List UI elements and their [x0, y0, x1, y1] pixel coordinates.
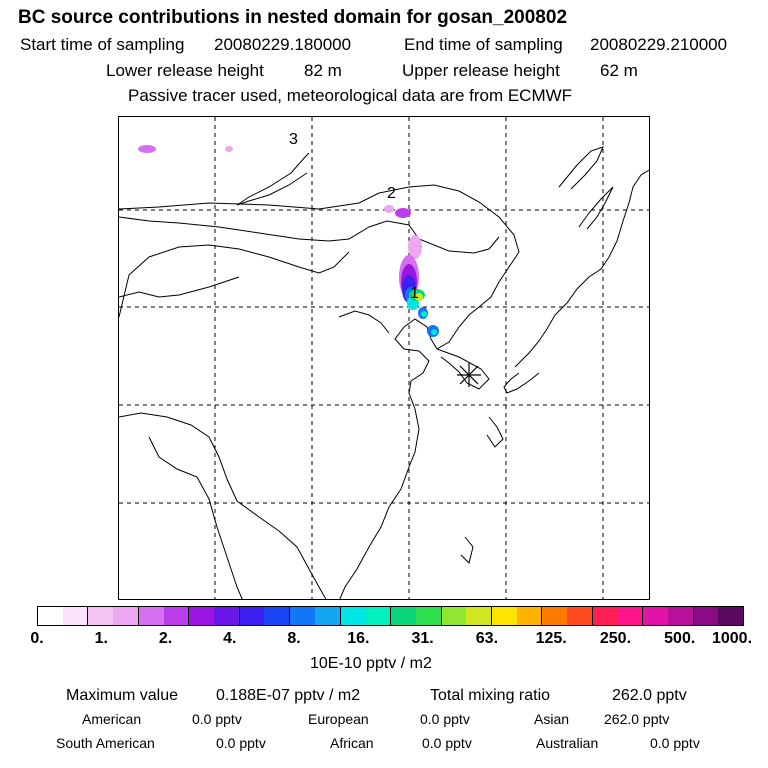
- region-value-african: 0.0 pptv: [422, 735, 472, 751]
- model-note: Passive tracer used, meteorological data…: [128, 86, 573, 105]
- colorbar-tick-label: 250.: [599, 630, 632, 647]
- end-time-value: 20080229.210000: [590, 35, 728, 54]
- start-time-value: 20080229.180000: [214, 35, 352, 54]
- colorbar-segment: [391, 607, 416, 625]
- colorbar-tick-label: 125.: [535, 630, 567, 647]
- region-name-american: American: [82, 711, 142, 727]
- asterisk-icon: [457, 363, 481, 387]
- colorbar-units: 10E-10 pptv / m2: [310, 655, 432, 672]
- colorbar-segment: [718, 607, 744, 625]
- region-value-asian: 262.0 pptv: [604, 711, 670, 727]
- region-name-asian: Asian: [534, 711, 570, 727]
- region-value-european: 0.0 pptv: [420, 711, 470, 727]
- region-name-european: European: [308, 711, 369, 727]
- colorbar-segment: [466, 607, 492, 625]
- colorbar-segment: [62, 607, 89, 625]
- colorbar-segment: [617, 607, 644, 625]
- source-contribution-plume: [138, 145, 439, 337]
- upper-release-label: Upper release height: [402, 61, 560, 80]
- colorbar-segment: [88, 607, 114, 625]
- end-time-label: End time of sampling: [404, 35, 563, 54]
- region-value-american: 0.0 pptv: [192, 711, 242, 727]
- colorbar-segment: [667, 607, 694, 625]
- region-name-south-american: South American: [56, 735, 155, 751]
- colorbar-tick-label: 8.: [287, 630, 301, 647]
- region-name-australian: Australian: [536, 735, 599, 751]
- colorbar-tick-label: 1000.: [711, 630, 753, 647]
- colorbar-segment: [516, 607, 543, 625]
- colorbar-segment: [163, 607, 190, 625]
- colorbar-tick-label: 500.: [664, 630, 696, 647]
- lower-release-label: Lower release height: [106, 61, 264, 80]
- colorbar-segment: [441, 607, 467, 625]
- colorbar-segment: [314, 607, 341, 625]
- colorbar-segment: [415, 607, 442, 625]
- colorbar-segment: [491, 607, 517, 625]
- start-time-label: Start time of sampling: [20, 35, 185, 54]
- colorbar-segment: [290, 607, 315, 625]
- lat-lon-grid: [119, 117, 649, 599]
- coastlines: [119, 146, 649, 599]
- map-panel: 3 2 1: [118, 116, 650, 600]
- colorbar-tick-label: 63.: [475, 630, 499, 647]
- colorbar-tick-labels: 0. 1. 2. 4. 8. 16. 31. 63. 125. 250. 500. 1000.: [0, 630, 768, 650]
- colorbar-tick-label: 16.: [347, 630, 370, 647]
- colorbar-tick-label: 31.: [411, 630, 434, 647]
- colorbar-segment: [567, 607, 593, 625]
- colorbar-segment: [239, 607, 265, 625]
- colorbar-segment: [113, 607, 139, 625]
- colorbar-segment: [592, 607, 618, 625]
- max-value: 0.188E-07 pptv / m2: [216, 687, 361, 704]
- upper-release-value: 62 m: [600, 61, 638, 80]
- total-mixing-value: 262.0 pptv: [612, 687, 687, 704]
- colorbar-segment: [340, 607, 366, 625]
- colorbar-tick-label: 0.: [30, 630, 44, 647]
- colorbar-segment: [138, 607, 164, 625]
- colorbar-segment: [693, 607, 719, 625]
- region-value-south-american: 0.0 pptv: [216, 735, 266, 751]
- plot-title: BC source contributions in nested domain…: [18, 7, 568, 28]
- region-value-australian: 0.0 pptv: [650, 735, 700, 751]
- total-mixing-label: Total mixing ratio: [430, 687, 551, 704]
- colorbar-segment: [264, 607, 291, 625]
- colorbar: [37, 606, 744, 626]
- max-value-label: Maximum value: [66, 687, 179, 704]
- colorbar-segment: [643, 607, 668, 625]
- colorbar-segment: [38, 607, 63, 625]
- map-label-2: 2: [387, 185, 396, 202]
- map-label-1: 1: [410, 285, 419, 302]
- colorbar-tick-label: 2.: [158, 630, 173, 647]
- region-name-african: African: [330, 735, 374, 751]
- colorbar-tick-label: 4.: [223, 630, 237, 647]
- colorbar-segment: [214, 607, 240, 625]
- map-canvas: [119, 117, 649, 599]
- map-label-3: 3: [289, 131, 298, 148]
- colorbar-segment: [542, 607, 568, 625]
- colorbar-tick-label: 1.: [94, 630, 108, 647]
- lower-release-value: 82 m: [304, 61, 342, 80]
- colorbar-segment: [365, 607, 392, 625]
- colorbar-segment: [189, 607, 215, 625]
